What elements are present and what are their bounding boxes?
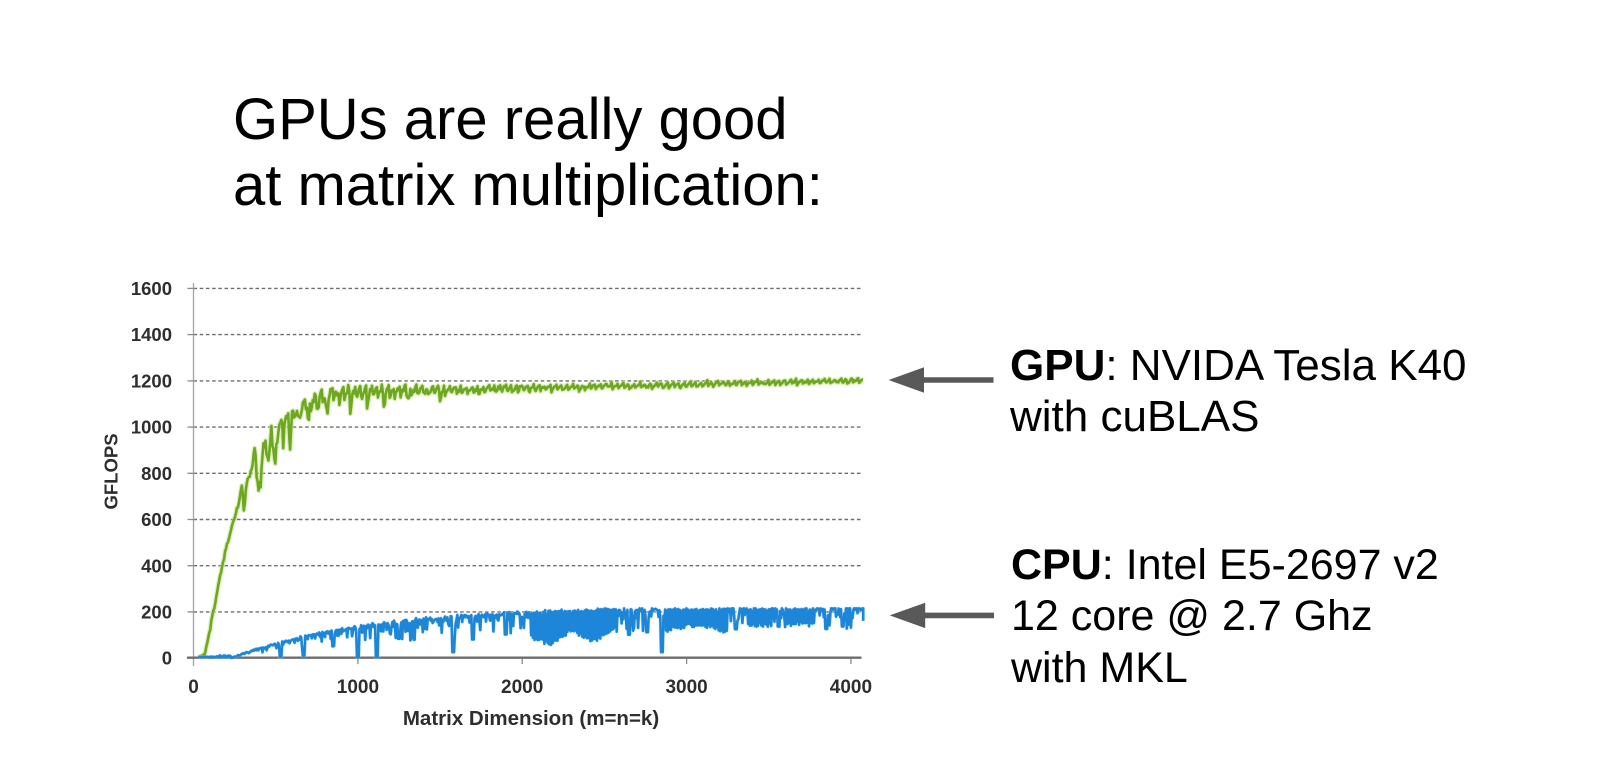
svg-text:200: 200 <box>141 602 172 623</box>
svg-text:1600: 1600 <box>131 278 172 299</box>
svg-text:1200: 1200 <box>131 371 172 392</box>
svg-text:1000: 1000 <box>337 677 379 698</box>
svg-text:GFLOPS: GFLOPS <box>101 433 122 509</box>
svg-text:1400: 1400 <box>131 324 172 345</box>
svg-text:Matrix Dimension (m=n=k): Matrix Dimension (m=n=k) <box>403 707 659 730</box>
svg-text:3000: 3000 <box>665 677 707 698</box>
svg-text:1000: 1000 <box>131 417 172 438</box>
svg-text:600: 600 <box>141 509 172 530</box>
svg-text:0: 0 <box>188 677 199 698</box>
svg-text:2000: 2000 <box>501 677 543 698</box>
svg-text:800: 800 <box>141 463 172 484</box>
svg-text:400: 400 <box>141 555 172 576</box>
svg-text:4000: 4000 <box>830 677 872 698</box>
svg-text:0: 0 <box>162 648 172 669</box>
